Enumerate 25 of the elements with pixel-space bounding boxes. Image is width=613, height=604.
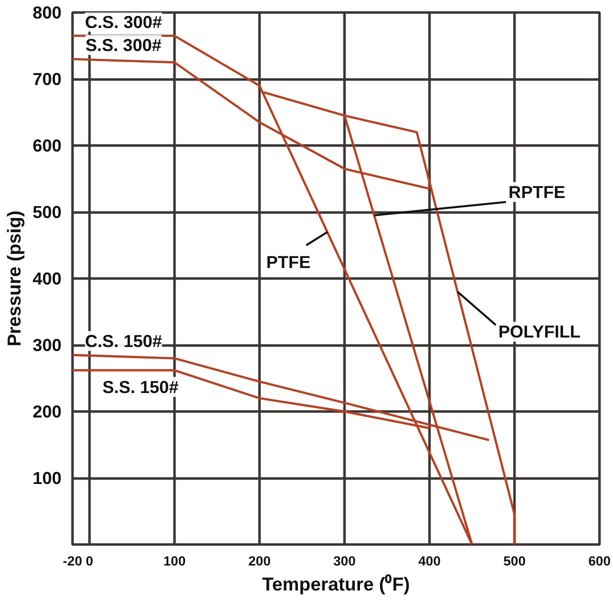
y-tick-label: 400 (32, 268, 62, 288)
x-tick-label: -20 (62, 554, 82, 568)
x-tick-label: 400 (418, 554, 441, 568)
y-tick-label: 700 (32, 69, 62, 89)
annotation: S.S. 150# (102, 376, 179, 397)
y-tick-label: 500 (32, 202, 62, 222)
annotation: PTFE (266, 252, 311, 272)
annotation: S.S. 300# (85, 35, 162, 56)
y-axis-title: Pressure (psig) (4, 210, 25, 346)
x-tick-label: 200 (248, 554, 271, 568)
annotation: RPTFE (508, 182, 566, 202)
annotation: C.S. 300# (84, 12, 162, 32)
annotation: POLYFILL (498, 322, 581, 342)
x-tick-label: 600 (588, 554, 611, 568)
x-tick-label: 0 (86, 554, 94, 568)
y-tick-label: 200 (32, 402, 62, 422)
y-tick-label: 800 (32, 2, 62, 22)
y-tick-label: 300 (32, 335, 62, 355)
x-tick-label: 300 (333, 554, 356, 568)
y-tick-label: 600 (32, 136, 62, 156)
x-axis-title: Temperature (⁰F) (262, 574, 410, 594)
x-tick-label: 500 (503, 554, 526, 568)
y-tick-label: 100 (32, 468, 62, 488)
x-tick-label: 100 (163, 554, 186, 568)
annotation: C.S. 150# (84, 330, 162, 351)
